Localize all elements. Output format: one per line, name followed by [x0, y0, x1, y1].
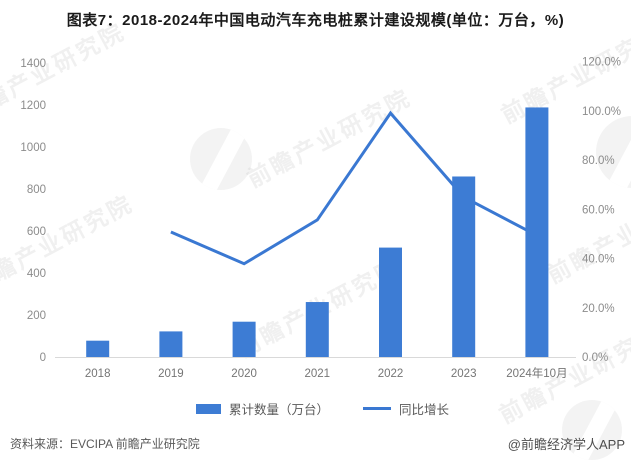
- x-axis-tick-label: 2023: [451, 368, 477, 380]
- page-title: 图表7：2018-2024年中国电动汽车充电桩累计建设规模(单位：万台，%): [66, 12, 565, 29]
- x-axis-tick-label: 2019: [158, 368, 184, 380]
- growth-line: [170, 110, 538, 266]
- line-swatch-icon: [363, 407, 391, 410]
- x-axis-tick-label: 2018: [85, 368, 111, 380]
- left-axis-tick-label: 1000: [20, 142, 46, 154]
- legend-item-line: 同比增长: [363, 399, 449, 418]
- left-axis-tick-label: 0: [40, 352, 46, 364]
- source-text: 资料来源：EVCIPA 前瞻产业研究院: [10, 437, 200, 451]
- left-axis-tick-label: 1400: [20, 58, 46, 70]
- legend-line-label: 同比增长: [399, 403, 450, 417]
- x-axis-tick-label: 2020: [231, 368, 257, 380]
- bar-2021: [305, 302, 329, 357]
- bar-2018: [86, 340, 110, 357]
- right-axis-tick-label: 20.0%: [582, 303, 615, 315]
- x-axis-tick-label: 2024年10月: [506, 366, 567, 380]
- legend-bar-label: 累计数量（万台）: [228, 403, 329, 417]
- bar-2022: [379, 247, 402, 357]
- credit-text: @前瞻经济学人APP: [507, 437, 625, 452]
- bar-2024年10月: [525, 107, 549, 357]
- bar-2023: [452, 176, 476, 357]
- chart-legend: 累计数量（万台） 同比增长: [0, 399, 631, 418]
- left-axis-tick-label: 600: [27, 226, 46, 238]
- right-axis-tick-label: 120.0%: [582, 57, 621, 69]
- bar-swatch-icon: [195, 403, 221, 414]
- left-axis-tick-label: 200: [27, 310, 46, 322]
- x-axis-tick-label: 2021: [305, 368, 331, 380]
- left-axis-tick-label: 800: [27, 184, 46, 196]
- left-axis-tick-label: 400: [27, 268, 46, 280]
- x-axis-tick-label: 2022: [378, 368, 404, 380]
- left-axis-tick-label: 1200: [20, 100, 46, 112]
- bar-2019: [159, 331, 183, 357]
- right-axis-tick-label: 100.0%: [582, 106, 621, 118]
- right-axis-tick-label: 40.0%: [582, 254, 615, 266]
- legend-item-bar: 累计数量（万台）: [195, 399, 329, 418]
- right-axis-tick-label: 0.0%: [582, 352, 608, 364]
- right-axis-tick-label: 60.0%: [582, 204, 615, 216]
- bar-2020: [232, 321, 256, 357]
- right-axis-tick-label: 80.0%: [582, 155, 615, 167]
